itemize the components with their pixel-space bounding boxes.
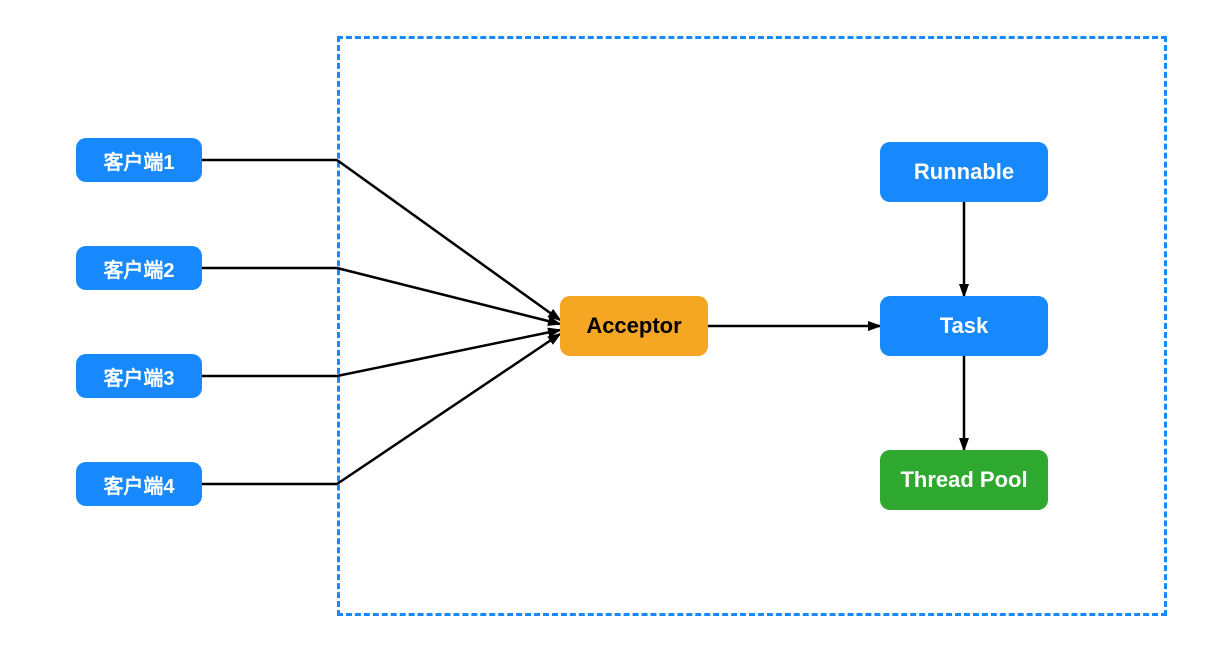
node-label-task: Task [940,313,989,339]
node-label-client3: 客户端3 [103,362,174,391]
node-client1: 客户端1 [76,138,202,182]
node-acceptor: Acceptor [560,296,708,356]
node-runnable: Runnable [880,142,1048,202]
node-label-threadpool: Thread Pool [900,467,1027,493]
node-label-client4: 客户端4 [103,470,174,499]
node-client4: 客户端4 [76,462,202,506]
node-label-client2: 客户端2 [103,254,174,283]
node-label-runnable: Runnable [914,159,1014,185]
node-label-client1: 客户端1 [103,146,174,175]
diagram-canvas: 客户端1 客户端2 客户端3 客户端4 Acceptor Runnable Task Thre… [0,0,1228,650]
node-client3: 客户端3 [76,354,202,398]
node-client2: 客户端2 [76,246,202,290]
node-label-acceptor: Acceptor [586,313,681,339]
node-task: Task [880,296,1048,356]
node-threadpool: Thread Pool [880,450,1048,510]
